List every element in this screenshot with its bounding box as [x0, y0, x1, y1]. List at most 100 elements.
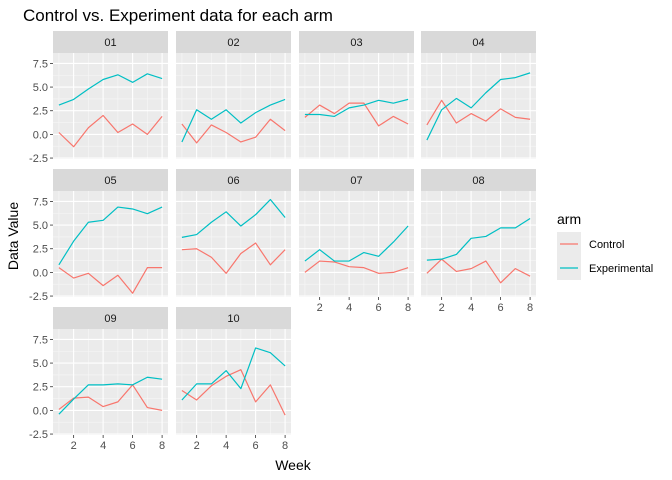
series-line-experimental — [58, 206, 163, 266]
facet-strip-label: 10 — [227, 313, 239, 325]
panel-background — [53, 53, 168, 159]
chart-title: Control vs. Experiment data for each arm — [23, 6, 333, 25]
facet-strip — [421, 169, 536, 191]
x-tick-label: 4 — [223, 440, 229, 452]
x-tick-label: 6 — [376, 302, 382, 314]
series-line-experimental — [426, 217, 531, 261]
y-tick-label: 7.5 — [33, 58, 48, 70]
x-tick-label: 6 — [498, 302, 504, 314]
y-tick-label: -2.5 — [29, 429, 48, 441]
x-tick-label: 8 — [527, 302, 533, 314]
series-line-control — [426, 99, 531, 126]
legend-item: Control — [557, 232, 624, 256]
facet-strip-label: 06 — [227, 175, 239, 187]
panel-background — [421, 53, 536, 159]
facet-panel: 07 2 4 6 8 — [299, 169, 414, 314]
facet-strip — [53, 169, 168, 191]
x-tick-label: 4 — [346, 302, 352, 314]
y-tick-label: 2.5 — [33, 106, 48, 118]
facet-strip-label: 08 — [472, 175, 484, 187]
y-tick-label: 5.0 — [33, 82, 48, 94]
y-tick-label: 2.5 — [33, 244, 48, 256]
facet-strip-label: 04 — [472, 37, 484, 49]
series-line-experimental — [181, 198, 286, 238]
facet-strip-label: 01 — [104, 37, 116, 49]
panel-background — [176, 329, 291, 435]
y-axis-title: Data Value — [5, 202, 21, 270]
facet-panel: 02 — [176, 31, 291, 159]
facet-panel: 10 2 4 6 8 — [176, 307, 291, 452]
legend-title: arm — [557, 211, 581, 227]
series-line-control — [58, 267, 163, 294]
y-tick-label: 0.0 — [33, 405, 48, 417]
facet-panel: 06 — [176, 169, 291, 297]
series-line-experimental — [304, 225, 409, 262]
facet-panel: 04 — [421, 31, 536, 159]
facet-panel: 08 2 4 6 8 — [421, 169, 536, 314]
series-line-control — [181, 369, 286, 416]
facet-strip-label: 03 — [350, 37, 362, 49]
x-tick-label: 6 — [130, 440, 136, 452]
facet-strip — [421, 31, 536, 53]
series-line-control — [304, 260, 409, 274]
panel-background — [176, 53, 291, 159]
x-tick-label: 8 — [405, 302, 411, 314]
y-tick-label: 7.5 — [33, 196, 48, 208]
series-line-experimental — [181, 347, 286, 401]
series-line-experimental — [426, 72, 531, 141]
panel-background — [176, 191, 291, 297]
facet-strip — [299, 31, 414, 53]
facet-strip — [53, 307, 168, 329]
series-line-experimental — [304, 98, 409, 118]
panel-background — [299, 191, 414, 297]
facet-panel: 05 -2.5 0.0 2.5 5.0 7.5 — [29, 169, 168, 303]
x-tick-label: 2 — [194, 440, 200, 452]
x-tick-label: 2 — [71, 440, 77, 452]
y-tick-label: 7.5 — [33, 334, 48, 346]
y-tick-label: 0.0 — [33, 129, 48, 141]
legend-item: Experimental — [557, 256, 653, 280]
facet-strip — [176, 169, 291, 191]
legend-items: Control Experimental — [557, 232, 653, 280]
y-tick-label: 0.0 — [33, 267, 48, 279]
x-tick-label: 8 — [282, 440, 288, 452]
x-tick-label: 2 — [317, 302, 323, 314]
facet-strip — [299, 169, 414, 191]
facet-panels: 01 -2.5 0.0 2.5 5.0 7.5 02 03 04 05 -2.5 0.0 2.5 5.0 7… — [29, 31, 536, 452]
series-line-control — [58, 114, 163, 148]
facet-strip-label: 02 — [227, 37, 239, 49]
facet-panel: 01 -2.5 0.0 2.5 5.0 7.5 — [29, 31, 168, 165]
y-tick-label: -2.5 — [29, 153, 48, 165]
y-tick-label: 5.0 — [33, 358, 48, 370]
facet-strip — [176, 31, 291, 53]
facet-panel: 09 -2.5 0.0 2.5 5.0 7.5 2 4 6 8 — [29, 307, 168, 452]
x-tick-label: 8 — [159, 440, 165, 452]
legend-label: Experimental — [589, 263, 653, 275]
series-line-control — [181, 242, 286, 274]
series-line-experimental — [181, 98, 286, 143]
x-tick-label: 6 — [253, 440, 259, 452]
facet-panel: 03 — [299, 31, 414, 159]
facet-strip-label: 09 — [104, 313, 116, 325]
x-axis-title: Week — [275, 457, 312, 473]
x-tick-label: 2 — [439, 302, 445, 314]
y-tick-label: -2.5 — [29, 291, 48, 303]
series-line-experimental — [58, 73, 163, 106]
series-line-control — [181, 118, 286, 144]
series-line-control — [426, 258, 531, 284]
facet-strip-label: 05 — [104, 175, 116, 187]
x-tick-label: 4 — [100, 440, 106, 452]
legend: arm Control Experimental — [557, 211, 653, 280]
series-line-control — [58, 384, 163, 411]
facet-strip-label: 07 — [350, 175, 362, 187]
series-line-experimental — [58, 376, 163, 415]
panel-background — [53, 329, 168, 435]
y-tick-label: 5.0 — [33, 220, 48, 232]
facet-strip — [176, 307, 291, 329]
y-tick-label: 2.5 — [33, 382, 48, 394]
x-tick-label: 4 — [468, 302, 474, 314]
panel-background — [421, 191, 536, 297]
series-line-control — [304, 102, 409, 127]
facet-strip — [53, 31, 168, 53]
